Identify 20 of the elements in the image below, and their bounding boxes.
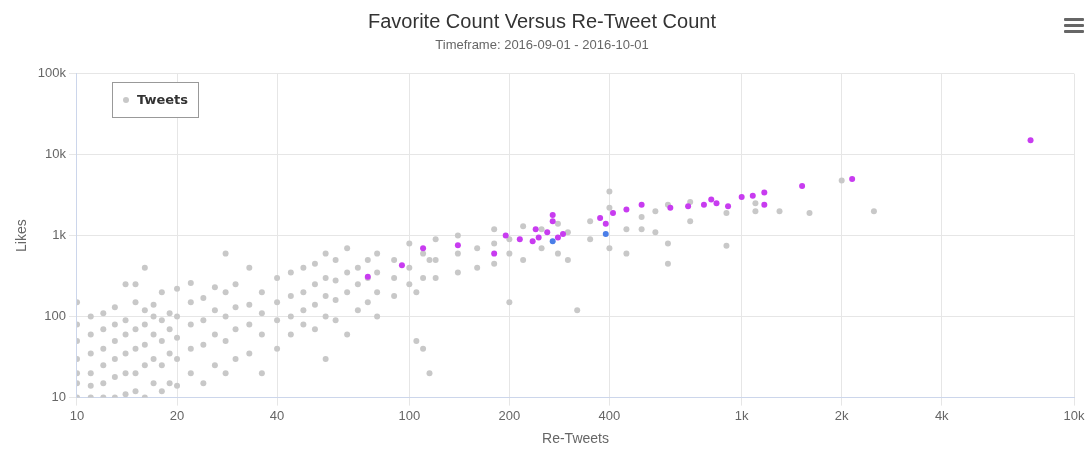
y-tick-label: 100 xyxy=(44,308,66,324)
y-tick-label: 1k xyxy=(52,227,67,243)
chart-subtitle: Timeframe: 2016-09-01 - 2016-10-01 xyxy=(435,37,649,53)
legend-label: Tweets xyxy=(136,90,189,109)
x-tick-label: 4k xyxy=(934,407,950,423)
x-tick-label: 10 xyxy=(69,407,85,423)
x-tick-label: 2k xyxy=(834,407,850,423)
y-tick-label: 10 xyxy=(51,389,66,405)
x-tick-label: 40 xyxy=(269,407,285,423)
x-tick-label: 100 xyxy=(398,407,421,423)
y-tick-label: 10k xyxy=(45,146,67,162)
chart-title: Favorite Count Versus Re-Tweet Count xyxy=(368,9,717,32)
y-tick-label: 100k xyxy=(37,65,67,81)
y-axis-title: Likes xyxy=(13,219,30,252)
x-tick-label: 10k xyxy=(1063,407,1085,423)
x-tick-label: 200 xyxy=(498,407,521,423)
x-tick-label: 20 xyxy=(169,407,185,423)
x-axis-title: Re-Tweets xyxy=(542,430,609,447)
x-tick-label: 400 xyxy=(598,407,621,423)
x-tick-label: 1k xyxy=(734,407,750,423)
